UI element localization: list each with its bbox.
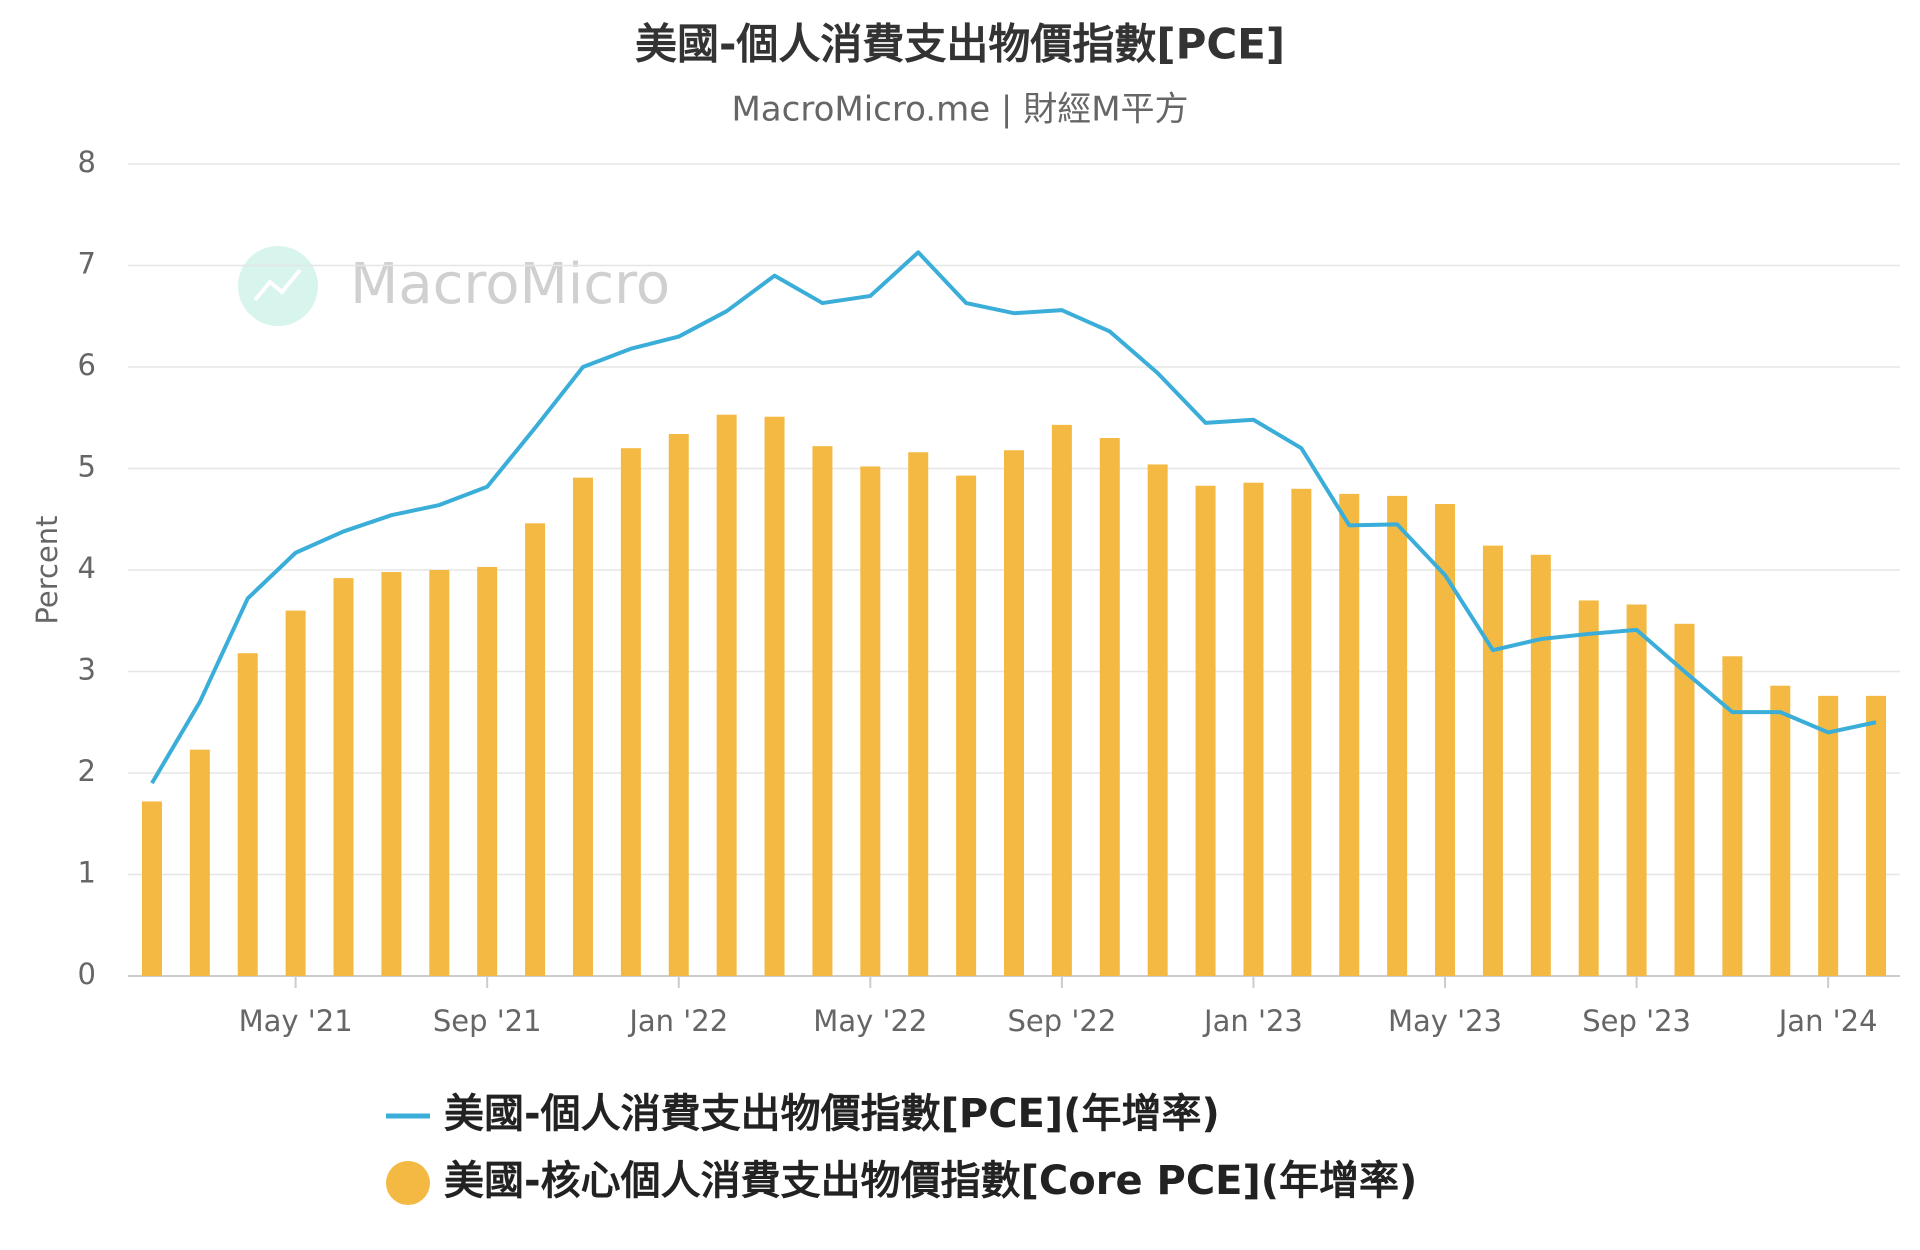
bar <box>1578 600 1599 976</box>
y-tick-label: 3 <box>78 653 96 687</box>
chart-subtitle: MacroMicro.me | 財經M平方 <box>731 90 1188 130</box>
x-tick-label: Jan '24 <box>1777 1004 1878 1038</box>
watermark-logo <box>238 246 318 326</box>
bar <box>812 446 833 976</box>
bar <box>1818 695 1839 976</box>
y-tick-label: 5 <box>78 450 96 484</box>
watermark-text: MacroMicro <box>350 252 670 317</box>
x-tick-label: May '22 <box>813 1004 927 1038</box>
y-tick-label: 0 <box>78 957 96 991</box>
bar <box>620 448 641 976</box>
bar <box>572 477 593 976</box>
bar <box>1004 450 1024 977</box>
bar <box>1674 623 1695 976</box>
bar <box>1770 685 1791 976</box>
bar <box>1530 554 1551 976</box>
bar <box>189 749 210 976</box>
bar <box>1435 504 1456 976</box>
legend-item: 美國-個人消費支出物價指數[PCE](年增率) <box>386 1091 1220 1137</box>
legend-label: 美國-個人消費支出物價指數[PCE](年增率) <box>444 1091 1220 1137</box>
x-tick-label: May '23 <box>1388 1004 1502 1038</box>
y-tick-label: 8 <box>78 145 96 179</box>
x-tick-label: Sep '22 <box>1008 1004 1117 1038</box>
legend-label: 美國-核心個人消費支出物價指數[Core PCE](年增率) <box>444 1158 1417 1204</box>
bar <box>429 570 450 976</box>
bar <box>1195 485 1216 976</box>
x-tick-label: Jan '22 <box>627 1004 728 1038</box>
watermark: MacroMicro <box>238 246 670 326</box>
y-tick-label: 4 <box>78 551 96 585</box>
bar <box>1147 464 1168 976</box>
bar <box>1099 438 1120 976</box>
line <box>150 250 1877 785</box>
bar <box>1626 604 1647 976</box>
y-tick-label: 2 <box>78 754 96 788</box>
legend-item: 美國-核心個人消費支出物價指數[Core PCE](年增率) <box>386 1158 1417 1205</box>
bar <box>381 572 402 976</box>
bar <box>668 433 689 976</box>
bar <box>1482 545 1503 976</box>
bar <box>1866 695 1887 976</box>
bar <box>860 466 881 976</box>
y-axis-label: Percent <box>30 515 64 624</box>
bar <box>1051 424 1072 977</box>
x-tick-label: Sep '21 <box>433 1004 542 1038</box>
legend-swatch <box>386 1161 430 1205</box>
bar <box>764 416 785 976</box>
bar <box>1387 495 1408 976</box>
bar <box>285 610 306 976</box>
bar <box>908 452 929 976</box>
bar <box>1243 482 1264 976</box>
chart-title: 美國-個人消費支出物價指數[PCE] <box>635 20 1285 69</box>
bar <box>1722 656 1743 976</box>
watermark-icon <box>253 268 302 302</box>
bar <box>525 523 546 976</box>
bar <box>1291 488 1312 976</box>
bar <box>237 653 258 976</box>
y-tick-label: 6 <box>78 348 96 382</box>
bar <box>716 414 737 977</box>
bar <box>956 475 977 976</box>
bar <box>477 566 498 976</box>
bar <box>333 578 354 976</box>
bar <box>1339 493 1360 976</box>
y-tick-label: 7 <box>78 247 96 281</box>
x-tick-label: May '21 <box>239 1004 353 1038</box>
x-tick-label: Jan '23 <box>1202 1004 1303 1038</box>
y-tick-label: 1 <box>78 856 96 890</box>
bar <box>141 801 162 976</box>
x-tick-label: Sep '23 <box>1582 1004 1691 1038</box>
